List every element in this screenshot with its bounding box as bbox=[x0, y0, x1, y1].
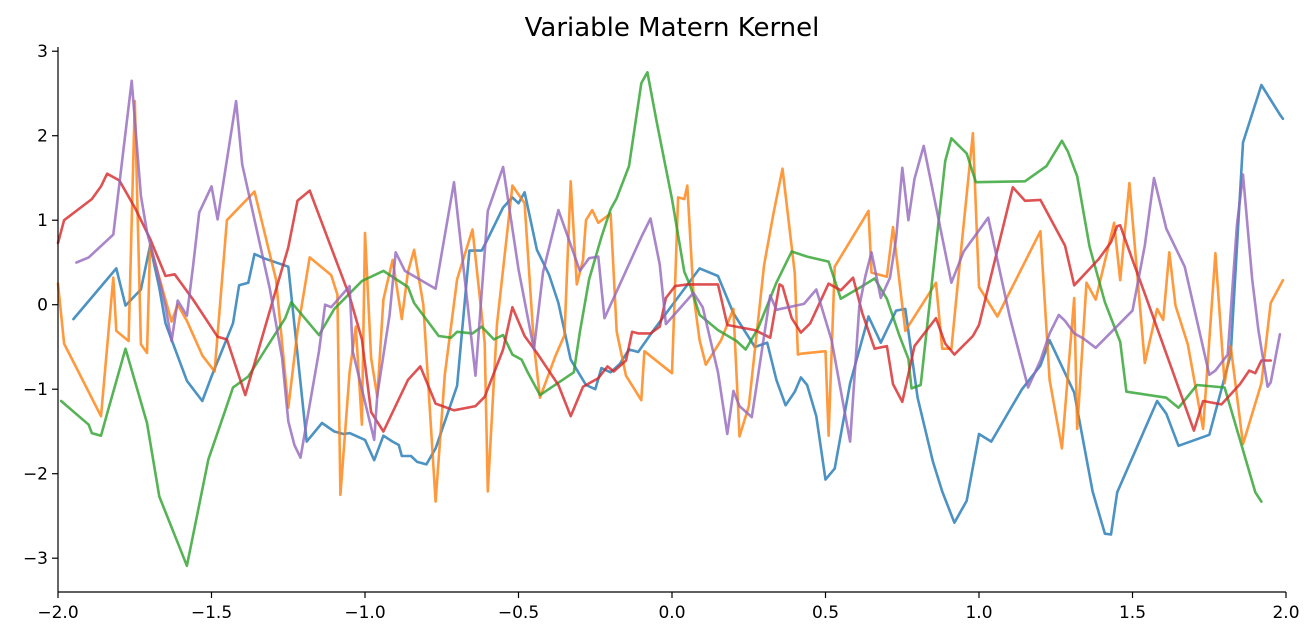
y-tick-label: 2 bbox=[37, 127, 48, 147]
series-line-2 bbox=[56, 99, 1285, 503]
x-tick-label: −2.0 bbox=[37, 603, 78, 623]
x-ticks: −2.0 −1.5 −1.0 −0.5 0.0 0.5 1.0 1.5 2.0 bbox=[37, 592, 1300, 623]
x-tick-label: 0.0 bbox=[658, 603, 685, 623]
chart-title: Variable Matern Kernel bbox=[525, 13, 820, 43]
y-tick-label: 0 bbox=[37, 296, 48, 316]
x-tick-label: 2.0 bbox=[1272, 603, 1299, 623]
series-layer bbox=[56, 71, 1285, 568]
series-line-5 bbox=[75, 79, 1282, 459]
x-tick-label: −1.0 bbox=[344, 603, 385, 623]
x-tick-label: 0.5 bbox=[812, 603, 839, 623]
y-tick-label: −2 bbox=[23, 465, 48, 485]
x-tick-label: 1.5 bbox=[1119, 603, 1146, 623]
y-tick-label: −1 bbox=[23, 380, 48, 400]
series-line-4 bbox=[56, 172, 1272, 433]
y-tick-label: 3 bbox=[37, 42, 48, 62]
y-ticks: −3 −2 −1 0 1 2 3 bbox=[23, 42, 58, 569]
series-line-3 bbox=[59, 71, 1263, 568]
y-tick-label: −3 bbox=[23, 549, 48, 569]
x-tick-label: 1.0 bbox=[965, 603, 992, 623]
x-tick-label: −0.5 bbox=[498, 603, 539, 623]
x-tick-label: −1.5 bbox=[191, 603, 232, 623]
y-tick-label: 1 bbox=[37, 211, 48, 231]
